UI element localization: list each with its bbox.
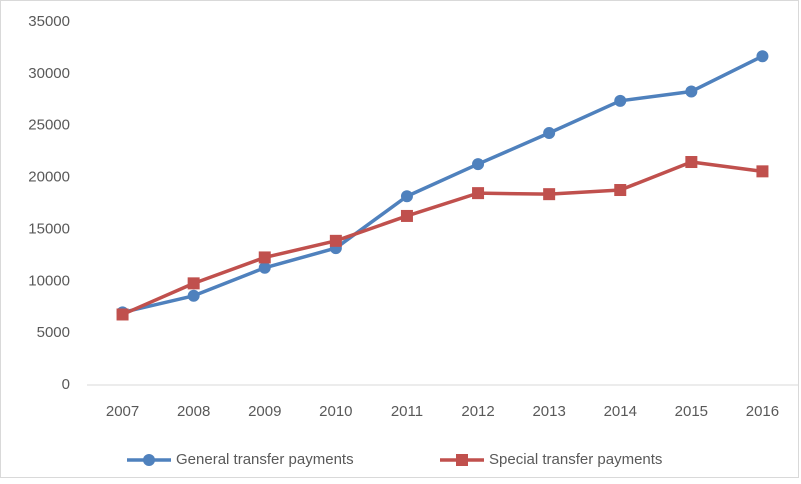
y-tick-label: 0 bbox=[62, 376, 70, 393]
y-tick-label: 35000 bbox=[28, 13, 70, 30]
marker bbox=[614, 184, 627, 197]
marker bbox=[756, 165, 769, 178]
marker bbox=[472, 187, 485, 200]
marker bbox=[116, 308, 129, 321]
series-line bbox=[121, 160, 763, 317]
y-tick-label: 25000 bbox=[28, 117, 70, 134]
legend-label: Special transfer payments bbox=[489, 451, 662, 468]
x-tick-label: 2014 bbox=[604, 403, 637, 420]
y-tick-label: 20000 bbox=[28, 169, 70, 186]
x-tick-label: 2013 bbox=[532, 403, 565, 420]
marker bbox=[456, 454, 468, 466]
marker bbox=[543, 188, 556, 201]
marker bbox=[400, 209, 413, 222]
marker bbox=[685, 85, 698, 98]
marker bbox=[258, 261, 271, 274]
marker bbox=[400, 190, 413, 203]
x-tick-label: 2012 bbox=[461, 403, 494, 420]
x-tick-label: 2011 bbox=[391, 403, 423, 420]
marker bbox=[187, 277, 200, 290]
y-tick-label: 15000 bbox=[28, 220, 70, 237]
y-tick-label: 30000 bbox=[28, 65, 70, 82]
series-line bbox=[122, 54, 764, 315]
marker bbox=[543, 126, 556, 139]
marker bbox=[756, 50, 769, 63]
marker bbox=[143, 454, 155, 466]
marker bbox=[472, 158, 485, 171]
x-tick-label: 2016 bbox=[746, 403, 779, 420]
marker bbox=[614, 94, 627, 107]
marker bbox=[187, 289, 200, 302]
x-tick-label: 2007 bbox=[106, 403, 139, 420]
marker bbox=[258, 251, 271, 264]
x-tick-label: 2010 bbox=[319, 403, 352, 420]
x-tick-label: 2008 bbox=[177, 403, 210, 420]
marker bbox=[685, 156, 698, 169]
y-tick-label: 10000 bbox=[28, 272, 70, 289]
x-tick-label: 2015 bbox=[675, 403, 708, 420]
legend-label: General transfer payments bbox=[176, 451, 354, 468]
marker bbox=[329, 234, 342, 247]
y-tick-label: 5000 bbox=[37, 324, 70, 341]
x-tick-label: 2009 bbox=[248, 403, 281, 420]
